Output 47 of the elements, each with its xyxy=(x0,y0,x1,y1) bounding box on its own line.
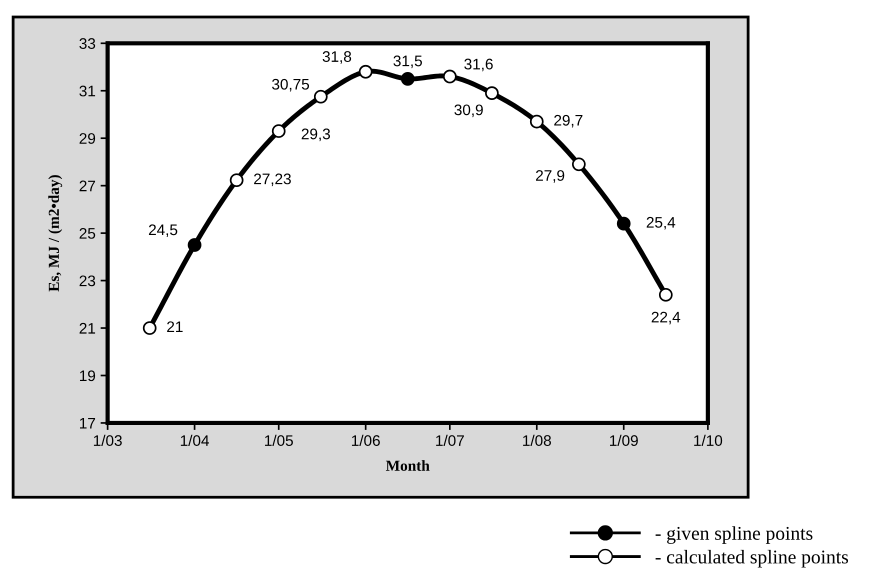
point xyxy=(142,321,157,335)
data-label: 31,5 xyxy=(393,56,422,68)
x-axis-title: Month xyxy=(386,460,430,471)
y-tick-label: 23 xyxy=(80,275,96,286)
y-tick-label: 19 xyxy=(80,370,96,382)
x-tick-label: 1/08 xyxy=(523,434,551,446)
data-label: 21 xyxy=(167,321,183,332)
data-label: 31,6 xyxy=(464,58,493,72)
y-tick-label: 17 xyxy=(80,418,96,428)
point xyxy=(530,114,544,128)
y-tick-label: 33 xyxy=(79,38,96,49)
point xyxy=(572,157,586,172)
y-axis-title: Es, MJ / (m2•day) xyxy=(48,175,62,292)
data-label: 29,7 xyxy=(554,114,582,128)
x-tick-label: 1/04 xyxy=(180,434,209,446)
data-label: 31,8 xyxy=(322,51,352,64)
data-label: 27,9 xyxy=(536,170,564,183)
y-tick-label: 31 xyxy=(79,86,96,96)
legend-label: - calculated spline points xyxy=(656,550,848,568)
legend-label: - given spline points xyxy=(656,526,812,544)
x-tick-label: 1/10 xyxy=(694,434,722,446)
point xyxy=(358,64,373,79)
data-label: 27,23 xyxy=(254,173,291,186)
point xyxy=(616,216,631,230)
data-label: 22,4 xyxy=(652,312,680,324)
point xyxy=(658,288,673,302)
x-tick-label: 1/07 xyxy=(436,434,464,446)
point xyxy=(188,238,202,252)
y-tick-label: 25 xyxy=(80,228,96,239)
data-label: 30,9 xyxy=(454,104,483,118)
y-tick-label: 27 xyxy=(80,180,96,192)
point xyxy=(442,70,457,84)
x-tick-label: 1/03 xyxy=(94,434,122,446)
point xyxy=(400,72,415,86)
x-tick-label: 1/06 xyxy=(352,434,380,446)
data-label: 25,4 xyxy=(646,216,676,230)
y-tick-label: 29 xyxy=(80,133,96,144)
y-tick-label: 21 xyxy=(80,322,96,334)
point xyxy=(230,173,244,188)
data-label: 24,5 xyxy=(148,224,178,238)
data-label: 29,3 xyxy=(302,128,330,142)
x-tick-label: 1/05 xyxy=(265,434,293,446)
point xyxy=(272,124,286,138)
x-tick-label: 1/09 xyxy=(610,434,638,446)
point xyxy=(314,90,328,104)
point xyxy=(485,86,499,100)
data-label: 30,75 xyxy=(272,78,310,92)
